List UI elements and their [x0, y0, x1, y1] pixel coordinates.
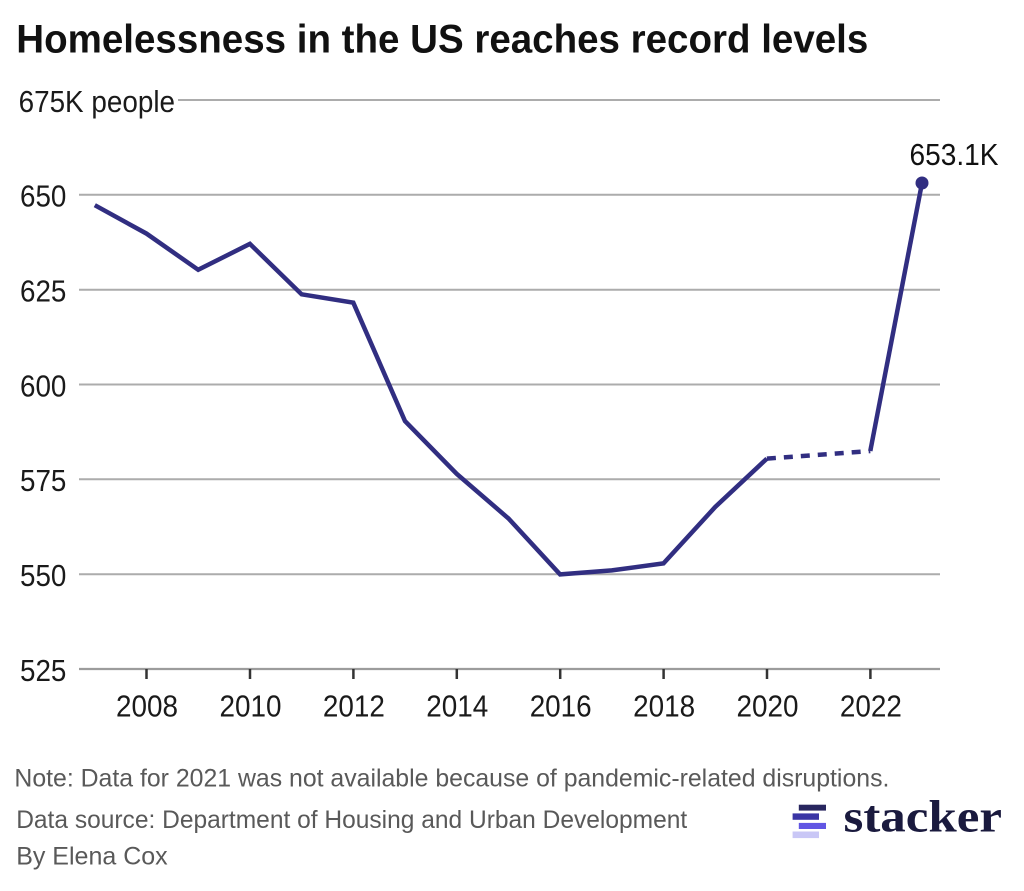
svg-text:2008: 2008 — [116, 689, 178, 724]
svg-text:2010: 2010 — [220, 689, 282, 724]
svg-text:2020: 2020 — [737, 689, 799, 724]
svg-text:2014: 2014 — [426, 689, 488, 724]
svg-text:Data source: Department of Hou: Data source: Department of Housing and U… — [16, 806, 687, 834]
svg-text:Note: Data for 2021 was not av: Note: Data for 2021 was not available be… — [14, 764, 889, 792]
svg-text:550: 550 — [20, 558, 66, 593]
svg-text:625: 625 — [20, 274, 66, 309]
svg-text:575: 575 — [20, 463, 66, 498]
svg-text:By Elena Cox: By Elena Cox — [16, 843, 168, 871]
svg-text:525: 525 — [20, 653, 66, 688]
svg-text:stacker: stacker — [844, 790, 1003, 841]
svg-text:2016: 2016 — [530, 689, 592, 724]
svg-text:600: 600 — [20, 368, 66, 403]
svg-text:653.1K: 653.1K — [910, 137, 999, 172]
svg-text:2022: 2022 — [840, 689, 902, 724]
svg-text:Homelessness in the US reaches: Homelessness in the US reaches record le… — [16, 18, 868, 62]
svg-text:2012: 2012 — [323, 689, 385, 724]
svg-text:2018: 2018 — [633, 689, 695, 724]
svg-text:650: 650 — [20, 179, 66, 214]
svg-text:675K people: 675K people — [19, 84, 175, 119]
